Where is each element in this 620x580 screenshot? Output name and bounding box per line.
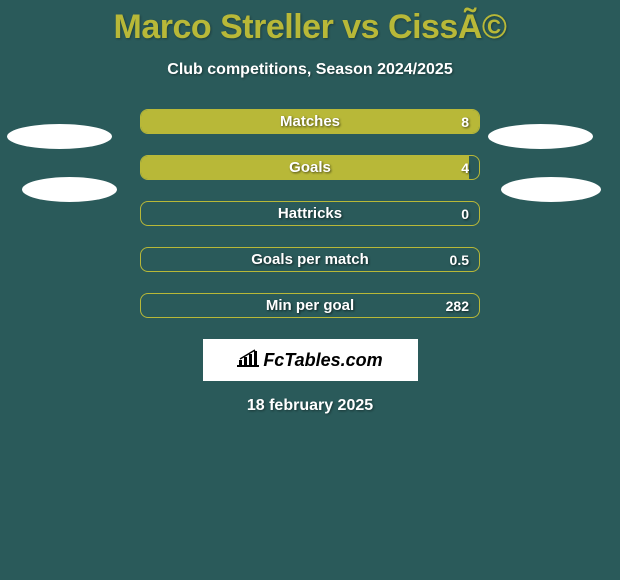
- stat-value: 282: [446, 298, 469, 314]
- stat-value: 8: [461, 114, 469, 130]
- stat-value: 4: [461, 160, 469, 176]
- stat-bar-min-per-goal: Min per goal 282: [140, 293, 480, 318]
- stat-bar-goals: Goals 4: [140, 155, 480, 180]
- stat-label: Matches: [280, 113, 340, 130]
- logo-content: FcTables.com: [237, 349, 382, 372]
- player-left-ellipse-2: [22, 177, 117, 202]
- chart-icon: [237, 349, 259, 372]
- player-right-ellipse-1: [488, 124, 593, 149]
- stat-value: 0.5: [450, 252, 469, 268]
- player-left-ellipse-1: [7, 124, 112, 149]
- stat-bar-hattricks: Hattricks 0: [140, 201, 480, 226]
- stat-label: Goals per match: [251, 251, 369, 268]
- stat-label: Hattricks: [278, 205, 342, 222]
- player-right-ellipse-2: [501, 177, 601, 202]
- stats-container: Matches 8 Goals 4 Hattricks 0 Goals per …: [140, 109, 480, 318]
- stat-value: 0: [461, 206, 469, 222]
- logo-text: FcTables.com: [263, 350, 382, 371]
- stat-bar-goals-per-match: Goals per match 0.5: [140, 247, 480, 272]
- date-text: 18 february 2025: [0, 397, 620, 415]
- subtitle: Club competitions, Season 2024/2025: [0, 61, 620, 79]
- stat-bar-matches: Matches 8: [140, 109, 480, 134]
- logo-box: FcTables.com: [203, 339, 418, 381]
- page-title: Marco Streller vs CissÃ©: [0, 0, 620, 47]
- stat-label: Goals: [289, 159, 331, 176]
- stat-label: Min per goal: [266, 297, 354, 314]
